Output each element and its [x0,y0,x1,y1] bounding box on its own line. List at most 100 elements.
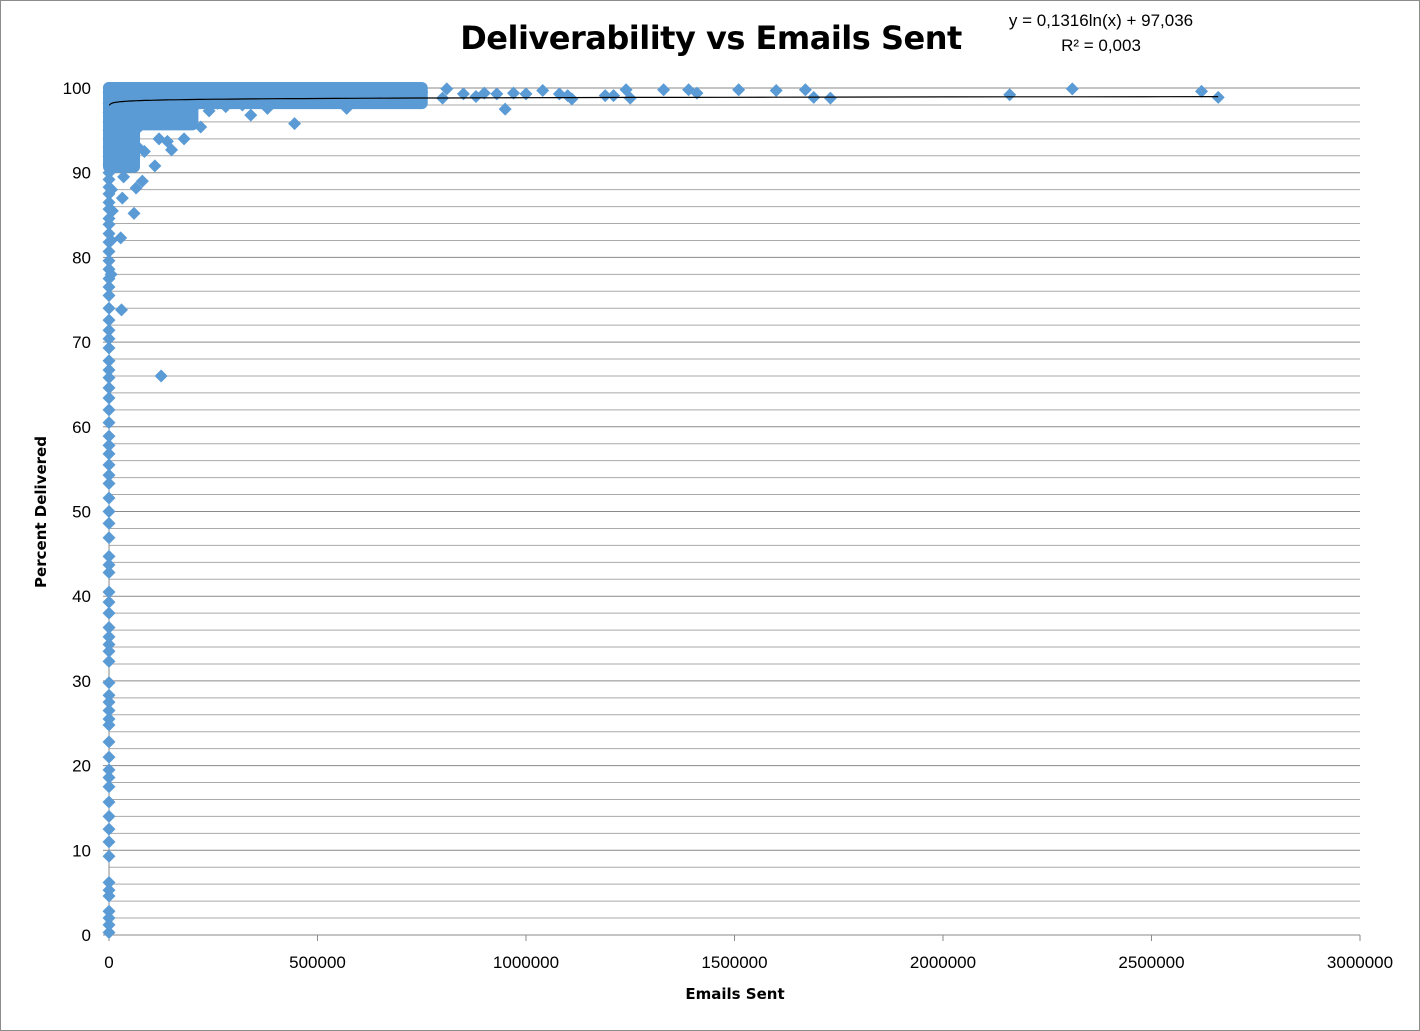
y-tick-label: 70 [72,333,91,352]
data-point [102,123,116,137]
data-point [490,87,504,101]
data-point [102,637,116,651]
data-point [137,145,151,159]
data-point [1065,82,1079,96]
data-point [135,174,149,188]
data-point [125,86,139,100]
data-point [102,391,116,405]
data-point [202,104,216,118]
y-tick-label: 60 [72,418,91,437]
data-point [154,369,168,383]
data-point [386,89,400,103]
y-tick-label: 100 [63,79,91,98]
data-point [235,98,249,112]
data-point [105,183,119,197]
data-point [102,323,116,337]
y-tick-label: 20 [72,757,91,776]
data-point [623,91,637,105]
x-tick-label: 2500000 [1118,953,1184,972]
data-point [340,101,354,115]
data-point [114,231,128,245]
data-point [102,341,116,355]
data-point [148,159,162,173]
trendline-path [108,96,1219,106]
data-point [102,849,116,863]
data-point [252,91,266,105]
data-point [302,83,316,97]
trendline-r-squared: R² = 0,003 [1061,36,1141,55]
data-point [119,128,133,142]
data-point [102,549,116,563]
data-point [125,157,139,171]
data-point [440,82,454,96]
data-point [327,84,341,98]
data-point [102,491,116,505]
data-point [118,149,132,163]
data-point [165,143,179,157]
data-point [823,91,837,105]
data-point [102,654,116,668]
data-point [102,106,116,120]
data-point [104,233,118,247]
data-point [102,925,116,939]
data-point [102,115,116,129]
y-tick-label: 10 [72,841,91,860]
data-point [117,170,131,184]
y-tick-label: 80 [72,248,91,267]
data-point [102,289,116,303]
data-point [102,505,116,518]
data-point [123,98,137,112]
data-point [102,712,116,726]
data-point [140,106,154,120]
data-point [102,835,116,849]
data-point [133,119,147,133]
y-tick-label: 90 [72,164,91,183]
chart-title: Deliverability vs Emails Sent [460,19,962,57]
data-point [102,516,116,530]
y-tick-label: 50 [72,503,91,522]
data-point [102,438,116,452]
data-point [798,83,812,97]
data-point [1003,88,1017,102]
data-point [244,108,258,122]
data-point [129,181,143,195]
data-point [102,621,116,635]
data-point [506,86,520,100]
data-point [102,918,116,932]
data-point [311,93,324,107]
data-point [102,429,116,443]
data-point [102,332,116,346]
data-point [102,595,116,609]
data-point [102,447,116,461]
data-point [260,101,274,115]
data-point [607,89,621,103]
data-point [732,83,746,97]
data-point [102,381,116,395]
data-point [1195,84,1209,98]
data-point [127,206,141,220]
data-points [102,82,1225,939]
x-tick-label: 500000 [289,953,346,972]
data-point [108,119,122,133]
y-tick-label: 0 [82,926,91,945]
data-point [102,85,116,99]
data-point [269,85,283,99]
trendline-equation: y = 0,1316ln(x) + 97,036 [1008,11,1194,30]
data-point [110,106,124,120]
data-point [102,244,116,258]
data-point [102,770,116,784]
data-point [102,763,116,777]
data-point [102,875,116,889]
data-point [104,267,118,281]
data-point [102,904,116,918]
data-point [102,280,116,294]
data-point [110,94,124,108]
data-point [115,191,129,205]
data-point [294,89,308,103]
data-point [185,102,199,116]
trendline-equation-box: y = 0,1316ln(x) + 97,036 R² = 0,003 [961,8,1241,58]
x-tick-label: 1000000 [493,953,559,972]
data-point [194,120,208,134]
data-point [102,301,116,315]
data-point [456,87,470,101]
